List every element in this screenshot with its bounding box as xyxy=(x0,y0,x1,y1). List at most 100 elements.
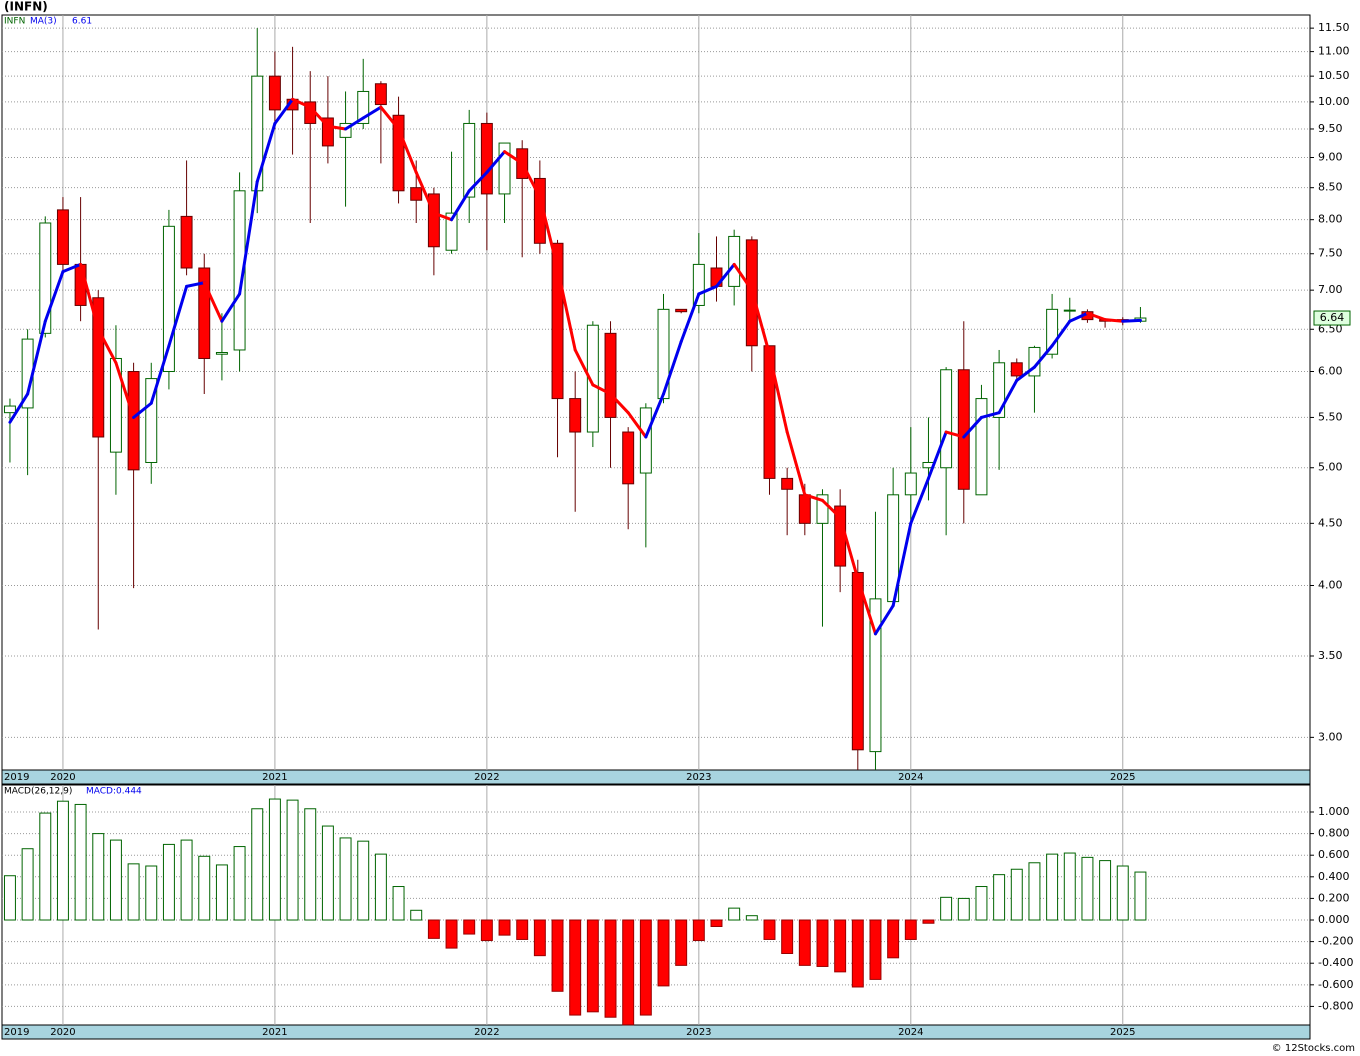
ma-segment xyxy=(308,105,330,128)
macd-bar xyxy=(127,863,140,921)
macd-bar xyxy=(1046,853,1059,921)
x-tick-label: 2019 xyxy=(4,1027,29,1038)
x-tick-label: 2023 xyxy=(686,772,711,783)
ma-segment xyxy=(414,170,436,215)
macd-bar xyxy=(463,919,476,935)
candle-body xyxy=(1063,309,1076,312)
y-tick-label: 0.000 xyxy=(1318,913,1350,926)
y-tick-label: -0.200 xyxy=(1318,935,1353,948)
x-tick-label: 2024 xyxy=(898,1027,923,1038)
ma-segment xyxy=(644,392,666,439)
macd-bar xyxy=(3,875,16,921)
macd-bar xyxy=(109,839,122,921)
ma-segment xyxy=(679,292,701,344)
y-tick-label: 0.400 xyxy=(1318,870,1350,883)
macd-bar xyxy=(639,919,652,1016)
macd-bar xyxy=(586,919,599,1013)
macd-bar xyxy=(1099,860,1112,921)
ma-segment xyxy=(114,361,136,419)
ma-segment xyxy=(397,127,418,174)
ma-segment xyxy=(1068,311,1089,323)
candle-body xyxy=(569,398,582,433)
macd-bar xyxy=(56,800,69,921)
ma-segment xyxy=(732,262,754,292)
candle-body xyxy=(763,345,776,479)
y-tick-label: 5.50 xyxy=(1318,410,1343,423)
ma-segment xyxy=(26,319,47,396)
candle-body xyxy=(1046,308,1059,355)
candle-body xyxy=(215,352,228,355)
candle-body xyxy=(940,369,953,469)
macd-bar xyxy=(922,919,935,924)
x-tick-label: 2019 xyxy=(4,772,29,783)
ma-segment xyxy=(1103,318,1125,323)
macd-bar xyxy=(781,919,794,954)
ma-segment xyxy=(979,411,1001,419)
ma-segment xyxy=(785,430,807,497)
macd-bar xyxy=(869,919,882,980)
macd-bar xyxy=(957,897,970,921)
macd-bar xyxy=(357,840,370,921)
candle-body xyxy=(957,369,970,490)
macd-bar xyxy=(675,919,688,966)
ma-segment xyxy=(997,378,1019,415)
candle-body xyxy=(728,235,741,287)
legend-ma-value: 6.61 xyxy=(72,17,92,27)
macd-bar xyxy=(887,919,900,959)
macd-bar xyxy=(692,919,705,942)
macd-bar xyxy=(180,839,193,921)
y-tick-label: 1.000 xyxy=(1318,805,1350,818)
macd-bar xyxy=(427,919,440,939)
candle-body xyxy=(127,371,140,471)
last-price-box xyxy=(1313,310,1351,326)
macd-bar xyxy=(657,919,670,987)
macd-bar xyxy=(834,919,847,973)
macd-bar xyxy=(215,864,228,921)
macd-bar xyxy=(993,874,1006,921)
candle-body xyxy=(56,209,69,265)
macd-bar xyxy=(480,919,493,942)
ma-segment xyxy=(1121,318,1142,323)
y-tick-label: 11.00 xyxy=(1318,45,1350,58)
legend-macd-value: MACD:0.444 xyxy=(86,787,142,797)
macd-bar xyxy=(798,919,811,966)
candle-body xyxy=(798,494,811,524)
ma-segment xyxy=(8,392,30,424)
ma-segment xyxy=(167,284,189,348)
legend-symbol: INFN xyxy=(4,17,25,27)
macd-bar xyxy=(728,907,741,921)
candle-body xyxy=(3,405,16,414)
y-tick-label: 11.50 xyxy=(1318,21,1350,34)
ma-segment xyxy=(714,262,736,288)
ma-segment xyxy=(467,170,489,193)
macd-bar xyxy=(745,915,758,921)
ma-segment xyxy=(255,121,277,184)
date-strip xyxy=(1,1024,1311,1040)
macd-bar xyxy=(1028,862,1041,921)
last-price-label: 6.64 xyxy=(1320,311,1345,324)
y-tick-label: -0.600 xyxy=(1318,978,1353,991)
x-tick-label: 2020 xyxy=(50,772,75,783)
ma-segment xyxy=(538,195,560,270)
ma-segment xyxy=(750,288,771,356)
candle-body xyxy=(498,142,511,195)
macd-bar xyxy=(904,919,917,940)
candle-body xyxy=(1010,362,1023,377)
ma-segment xyxy=(450,189,471,222)
x-tick-label: 2025 xyxy=(1110,772,1135,783)
ma-segment xyxy=(662,340,683,396)
macd-bar xyxy=(1116,865,1129,921)
ma-segment xyxy=(432,211,454,222)
footer: © 12Stocks.com xyxy=(1272,1043,1355,1054)
macd-bar xyxy=(339,837,352,921)
macd-bar xyxy=(74,803,87,921)
macd-bar xyxy=(445,919,458,949)
y-tick-label: 9.00 xyxy=(1318,151,1343,164)
macd-bar xyxy=(851,919,864,988)
ma-segment xyxy=(591,383,613,396)
candle-body xyxy=(639,407,652,474)
ma-segment xyxy=(626,411,648,439)
y-tick-label: 7.50 xyxy=(1318,247,1343,260)
macd-bar xyxy=(622,919,635,1026)
x-tick-label: 2025 xyxy=(1110,1027,1135,1038)
